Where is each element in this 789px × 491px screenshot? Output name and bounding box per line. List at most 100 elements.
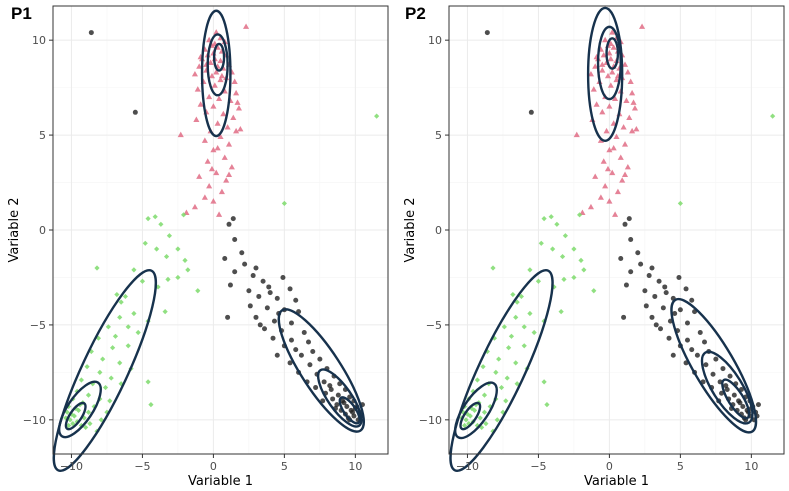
point-red (223, 177, 230, 183)
point-green (102, 384, 109, 391)
point-black (528, 109, 534, 115)
point-red (217, 133, 224, 140)
point-green (535, 278, 542, 284)
point-black (670, 352, 676, 358)
point-red (604, 165, 612, 172)
density-contour-ellipse (338, 396, 361, 425)
point-green (487, 403, 493, 410)
point-green (64, 409, 70, 415)
point-red (230, 114, 237, 121)
point-red (218, 188, 225, 195)
x-tick-label: −5 (530, 460, 546, 473)
point-black (270, 335, 276, 341)
y-axis-title-p2: Variable 2 (403, 197, 418, 262)
point-black (264, 305, 270, 311)
point-green (558, 309, 564, 315)
point-black (755, 402, 761, 408)
point-green (581, 267, 587, 273)
point-red (214, 120, 221, 126)
x-tick-label: 5 (677, 460, 684, 473)
point-red (234, 99, 241, 105)
point-red (599, 67, 606, 73)
point-red (597, 194, 604, 200)
density-contour-ellipse (459, 401, 482, 431)
point-green (527, 310, 533, 317)
x-tick-label: 5 (281, 460, 288, 473)
point-green (112, 333, 119, 339)
point-black (642, 288, 648, 294)
point-red (208, 72, 216, 79)
point-green (462, 422, 468, 429)
density-contour-ellipse (64, 401, 87, 431)
density-contour-ellipse (670, 297, 758, 434)
y-tick-label: −5 (426, 319, 442, 332)
density-contour-ellipse (721, 378, 751, 420)
point-red (208, 165, 216, 172)
point-red (613, 76, 620, 83)
y-tick-label: 10 (428, 34, 442, 47)
point-green (122, 293, 128, 300)
point-green (66, 422, 72, 429)
x-tick-label: 10 (348, 460, 362, 473)
point-green (494, 417, 500, 423)
point-black (341, 400, 347, 406)
point-red (225, 141, 233, 147)
point-black (628, 269, 634, 275)
point-green (521, 343, 527, 349)
point-black (328, 386, 334, 392)
point-black (656, 278, 662, 284)
y-tick-label: −5 (30, 319, 46, 332)
point-green (518, 293, 524, 300)
density-contour-ellipse (586, 6, 624, 142)
point-black (226, 221, 232, 227)
point-red (587, 203, 595, 210)
point-black (694, 352, 700, 358)
point-red (590, 86, 597, 92)
point-black (227, 282, 233, 288)
point-red (603, 127, 610, 134)
point-red (606, 198, 613, 204)
y-tick-label: 0 (435, 224, 442, 237)
point-green (527, 267, 533, 273)
y-tick-label: 0 (39, 224, 46, 237)
point-green (493, 369, 499, 375)
point-green (142, 240, 148, 246)
point-green (477, 415, 483, 421)
point-red (207, 59, 214, 65)
point-black (635, 250, 641, 256)
point-green (104, 409, 110, 415)
point-red (626, 114, 633, 121)
point-green (503, 398, 509, 404)
x-tick-label: −10 (456, 460, 479, 473)
point-red (613, 133, 620, 140)
point-black (232, 236, 238, 242)
point-green (514, 299, 520, 305)
panel-p2: P2 −10 −5 0 5 10 −10 −5 0 5 10 Variable 1 Variabl… (403, 4, 785, 489)
point-green (166, 233, 172, 239)
point-green (501, 324, 507, 330)
density-contour-ellipse (206, 33, 229, 97)
point-green (548, 214, 554, 220)
point-green (490, 265, 496, 271)
point-green (481, 409, 488, 415)
point-black (683, 286, 689, 292)
point-black (256, 293, 262, 299)
point-green (460, 409, 466, 415)
point-black (230, 216, 236, 222)
point-red (197, 101, 204, 107)
point-black (247, 303, 253, 309)
density-contour-ellipse (596, 25, 622, 101)
point-green (467, 413, 473, 419)
point-green (281, 200, 287, 207)
point-green (162, 309, 168, 315)
point-black (344, 404, 350, 410)
point-green (91, 403, 97, 410)
point-black (658, 326, 664, 332)
point-green (97, 369, 103, 375)
point-red (216, 211, 223, 217)
point-green (107, 398, 113, 404)
point-black (723, 383, 729, 389)
point-black (222, 255, 228, 261)
point-black (684, 320, 690, 326)
point-red (573, 131, 580, 138)
